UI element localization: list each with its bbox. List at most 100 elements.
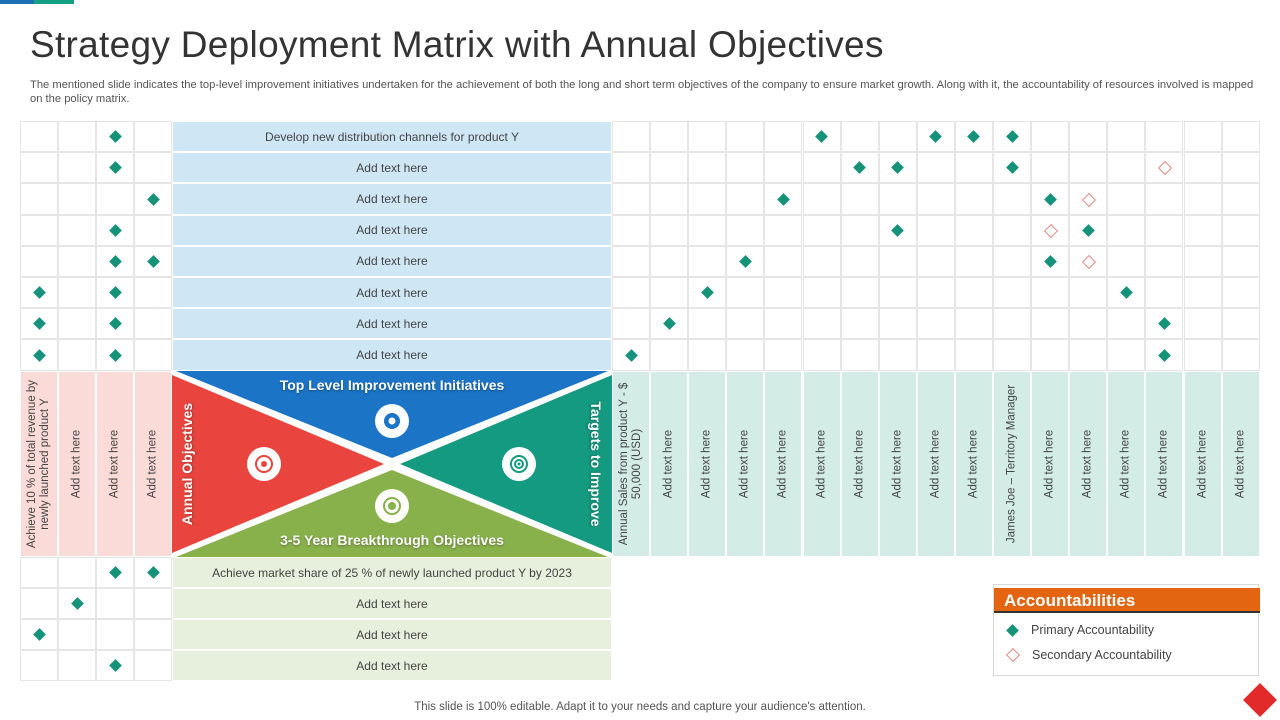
grid-cell [726, 339, 765, 371]
grid-cell [993, 339, 1032, 371]
grid-cell [650, 183, 689, 215]
grid-cell [1183, 245, 1222, 277]
grid-cell [878, 339, 917, 371]
breakthrough-row: Add text here [172, 650, 612, 681]
grid-cell [688, 339, 727, 371]
bowtie-graphic [172, 371, 612, 557]
annual-objective-label: Add text here [134, 371, 172, 557]
target-text: Add text here [1234, 429, 1247, 499]
grid-cell [612, 152, 651, 184]
grid-cell [96, 121, 134, 153]
grid-cell [840, 339, 879, 371]
grid-cell [96, 152, 134, 184]
grid-cell [1221, 121, 1260, 153]
annual-objective-text: Add text here [70, 429, 83, 499]
initiative-row: Add text here [172, 339, 612, 371]
grid-cell [878, 214, 917, 246]
grid-cell [134, 557, 172, 588]
grid-cell [1183, 277, 1222, 309]
grid-cell [1183, 308, 1222, 340]
grid-cell [96, 183, 134, 215]
grid-cell [58, 619, 96, 650]
grid-cell [878, 152, 917, 184]
grid-cell [1145, 121, 1184, 153]
footer-note: This slide is 100% editable. Adapt it to… [414, 701, 866, 713]
grid-cell [20, 308, 58, 340]
grid-cell [840, 245, 879, 277]
grid-cell [612, 121, 651, 153]
target-label: Add text here [726, 371, 765, 557]
grid-cell [58, 339, 96, 371]
target-label: Add text here [1183, 371, 1222, 557]
grid-cell [1107, 152, 1146, 184]
target-text: Add text here [1043, 429, 1056, 499]
target-label: Add text here [650, 371, 689, 557]
initiative-row: Add text here [172, 152, 612, 184]
grid-cell [96, 277, 134, 309]
grid-cell [993, 277, 1032, 309]
grid-cell [840, 183, 879, 215]
page-description: The mentioned slide indicates the top-le… [30, 79, 1254, 105]
target-label: Annual Sales from product Y - $ 50,000 (… [612, 371, 651, 557]
grid-cell [1221, 183, 1260, 215]
target-label: Add text here [688, 371, 727, 557]
grid-cell [993, 308, 1032, 340]
grid-cell [134, 245, 172, 277]
grid-cell [134, 619, 172, 650]
grid-cell [650, 152, 689, 184]
grid-cell [726, 121, 765, 153]
grid-cell [1183, 339, 1222, 371]
breakthrough-objectives-label: 3-5 Year Breakthrough Objectives [280, 532, 504, 548]
grid-cell [20, 339, 58, 371]
grid-cell [1145, 308, 1184, 340]
grid-cell [650, 214, 689, 246]
grid-cell [20, 557, 58, 588]
grid-cell [20, 619, 58, 650]
grid-cell [20, 152, 58, 184]
grid-cell [650, 245, 689, 277]
center-bowtie: Top Level Improvement Initiatives 3-5 Ye… [172, 371, 612, 557]
grid-cell [916, 183, 955, 215]
grid-cell [1031, 152, 1070, 184]
target-text: Add text here [891, 429, 904, 499]
grid-cell [1221, 277, 1260, 309]
grid-cell [650, 339, 689, 371]
targets-to-improve-label: Targets to Improve [588, 401, 604, 527]
grid-cell [802, 121, 841, 153]
grid-cell [764, 277, 803, 309]
legend-primary: Primary Accountability [1006, 623, 1154, 637]
target-text: Add text here [1081, 429, 1094, 499]
grid-cell [1145, 277, 1184, 309]
grid-cell [612, 245, 651, 277]
grid-cell [764, 214, 803, 246]
initiative-row: Add text here [172, 308, 612, 340]
grid-cell [1221, 214, 1260, 246]
grid-cell [20, 183, 58, 215]
grid-cell [993, 183, 1032, 215]
grid-cell [1069, 183, 1108, 215]
grid-cell [1069, 339, 1108, 371]
grid-cell [96, 557, 134, 588]
grid-cell [1145, 214, 1184, 246]
grid-cell [954, 308, 993, 340]
grid-cell [1145, 339, 1184, 371]
grid-cell [916, 121, 955, 153]
grid-cell [1145, 183, 1184, 215]
grid-cell [1183, 121, 1222, 153]
initiative-row: Add text here [172, 277, 612, 309]
grid-cell [134, 339, 172, 371]
grid-cell [802, 277, 841, 309]
grid-cell [1221, 245, 1260, 277]
target-label: Add text here [1145, 371, 1184, 557]
target-label: Add text here [1031, 371, 1070, 557]
grid-cell [726, 183, 765, 215]
breakthrough-row: Add text here [172, 588, 612, 619]
target-label: Add text here [1069, 371, 1108, 557]
grid-cell [802, 245, 841, 277]
target-label: Add text here [840, 371, 879, 557]
grid-cell [954, 121, 993, 153]
grid-cell [1031, 277, 1070, 309]
grid-cell [650, 277, 689, 309]
grid-cell [96, 650, 134, 681]
annual-objective-text: Add text here [108, 429, 121, 499]
